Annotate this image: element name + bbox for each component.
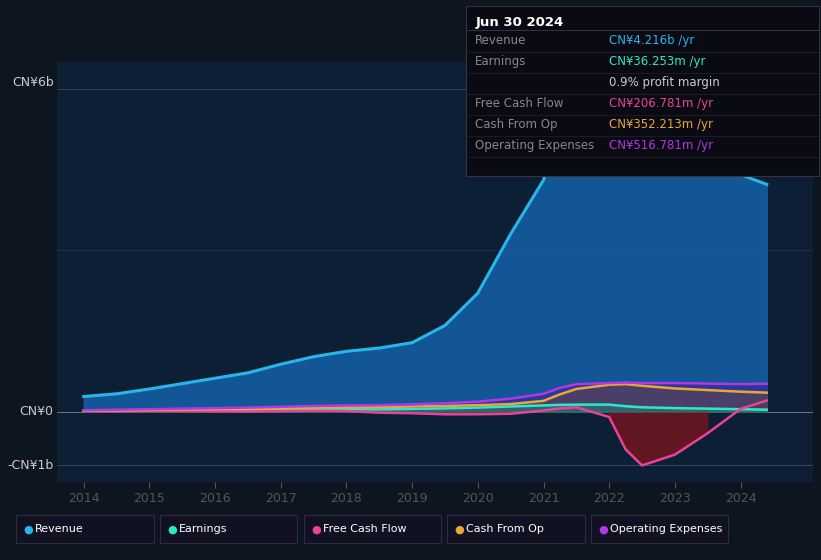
Text: 0.9% profit margin: 0.9% profit margin xyxy=(609,76,720,88)
Text: Earnings: Earnings xyxy=(475,55,527,68)
Text: Operating Expenses: Operating Expenses xyxy=(475,138,594,152)
Text: CN¥36.253m /yr: CN¥36.253m /yr xyxy=(609,55,706,68)
Text: Revenue: Revenue xyxy=(35,524,84,534)
Text: Free Cash Flow: Free Cash Flow xyxy=(475,97,564,110)
Text: ●: ● xyxy=(24,524,34,534)
Text: Cash From Op: Cash From Op xyxy=(466,524,544,534)
Text: Jun 30 2024: Jun 30 2024 xyxy=(475,16,563,29)
Text: CN¥352.213m /yr: CN¥352.213m /yr xyxy=(609,118,713,130)
Text: CN¥516.781m /yr: CN¥516.781m /yr xyxy=(609,138,713,152)
Text: CN¥6b: CN¥6b xyxy=(12,76,53,88)
Text: Earnings: Earnings xyxy=(179,524,227,534)
Text: Free Cash Flow: Free Cash Flow xyxy=(323,524,406,534)
Text: CN¥0: CN¥0 xyxy=(20,405,53,418)
Text: CN¥4.216b /yr: CN¥4.216b /yr xyxy=(609,34,695,47)
Text: ●: ● xyxy=(455,524,465,534)
Text: -CN¥1b: -CN¥1b xyxy=(7,459,53,472)
Text: Revenue: Revenue xyxy=(475,34,527,47)
Text: Cash From Op: Cash From Op xyxy=(475,118,557,130)
Text: CN¥206.781m /yr: CN¥206.781m /yr xyxy=(609,97,713,110)
Text: ●: ● xyxy=(167,524,177,534)
Text: ●: ● xyxy=(311,524,321,534)
Text: ●: ● xyxy=(599,524,608,534)
Text: Operating Expenses: Operating Expenses xyxy=(610,524,722,534)
